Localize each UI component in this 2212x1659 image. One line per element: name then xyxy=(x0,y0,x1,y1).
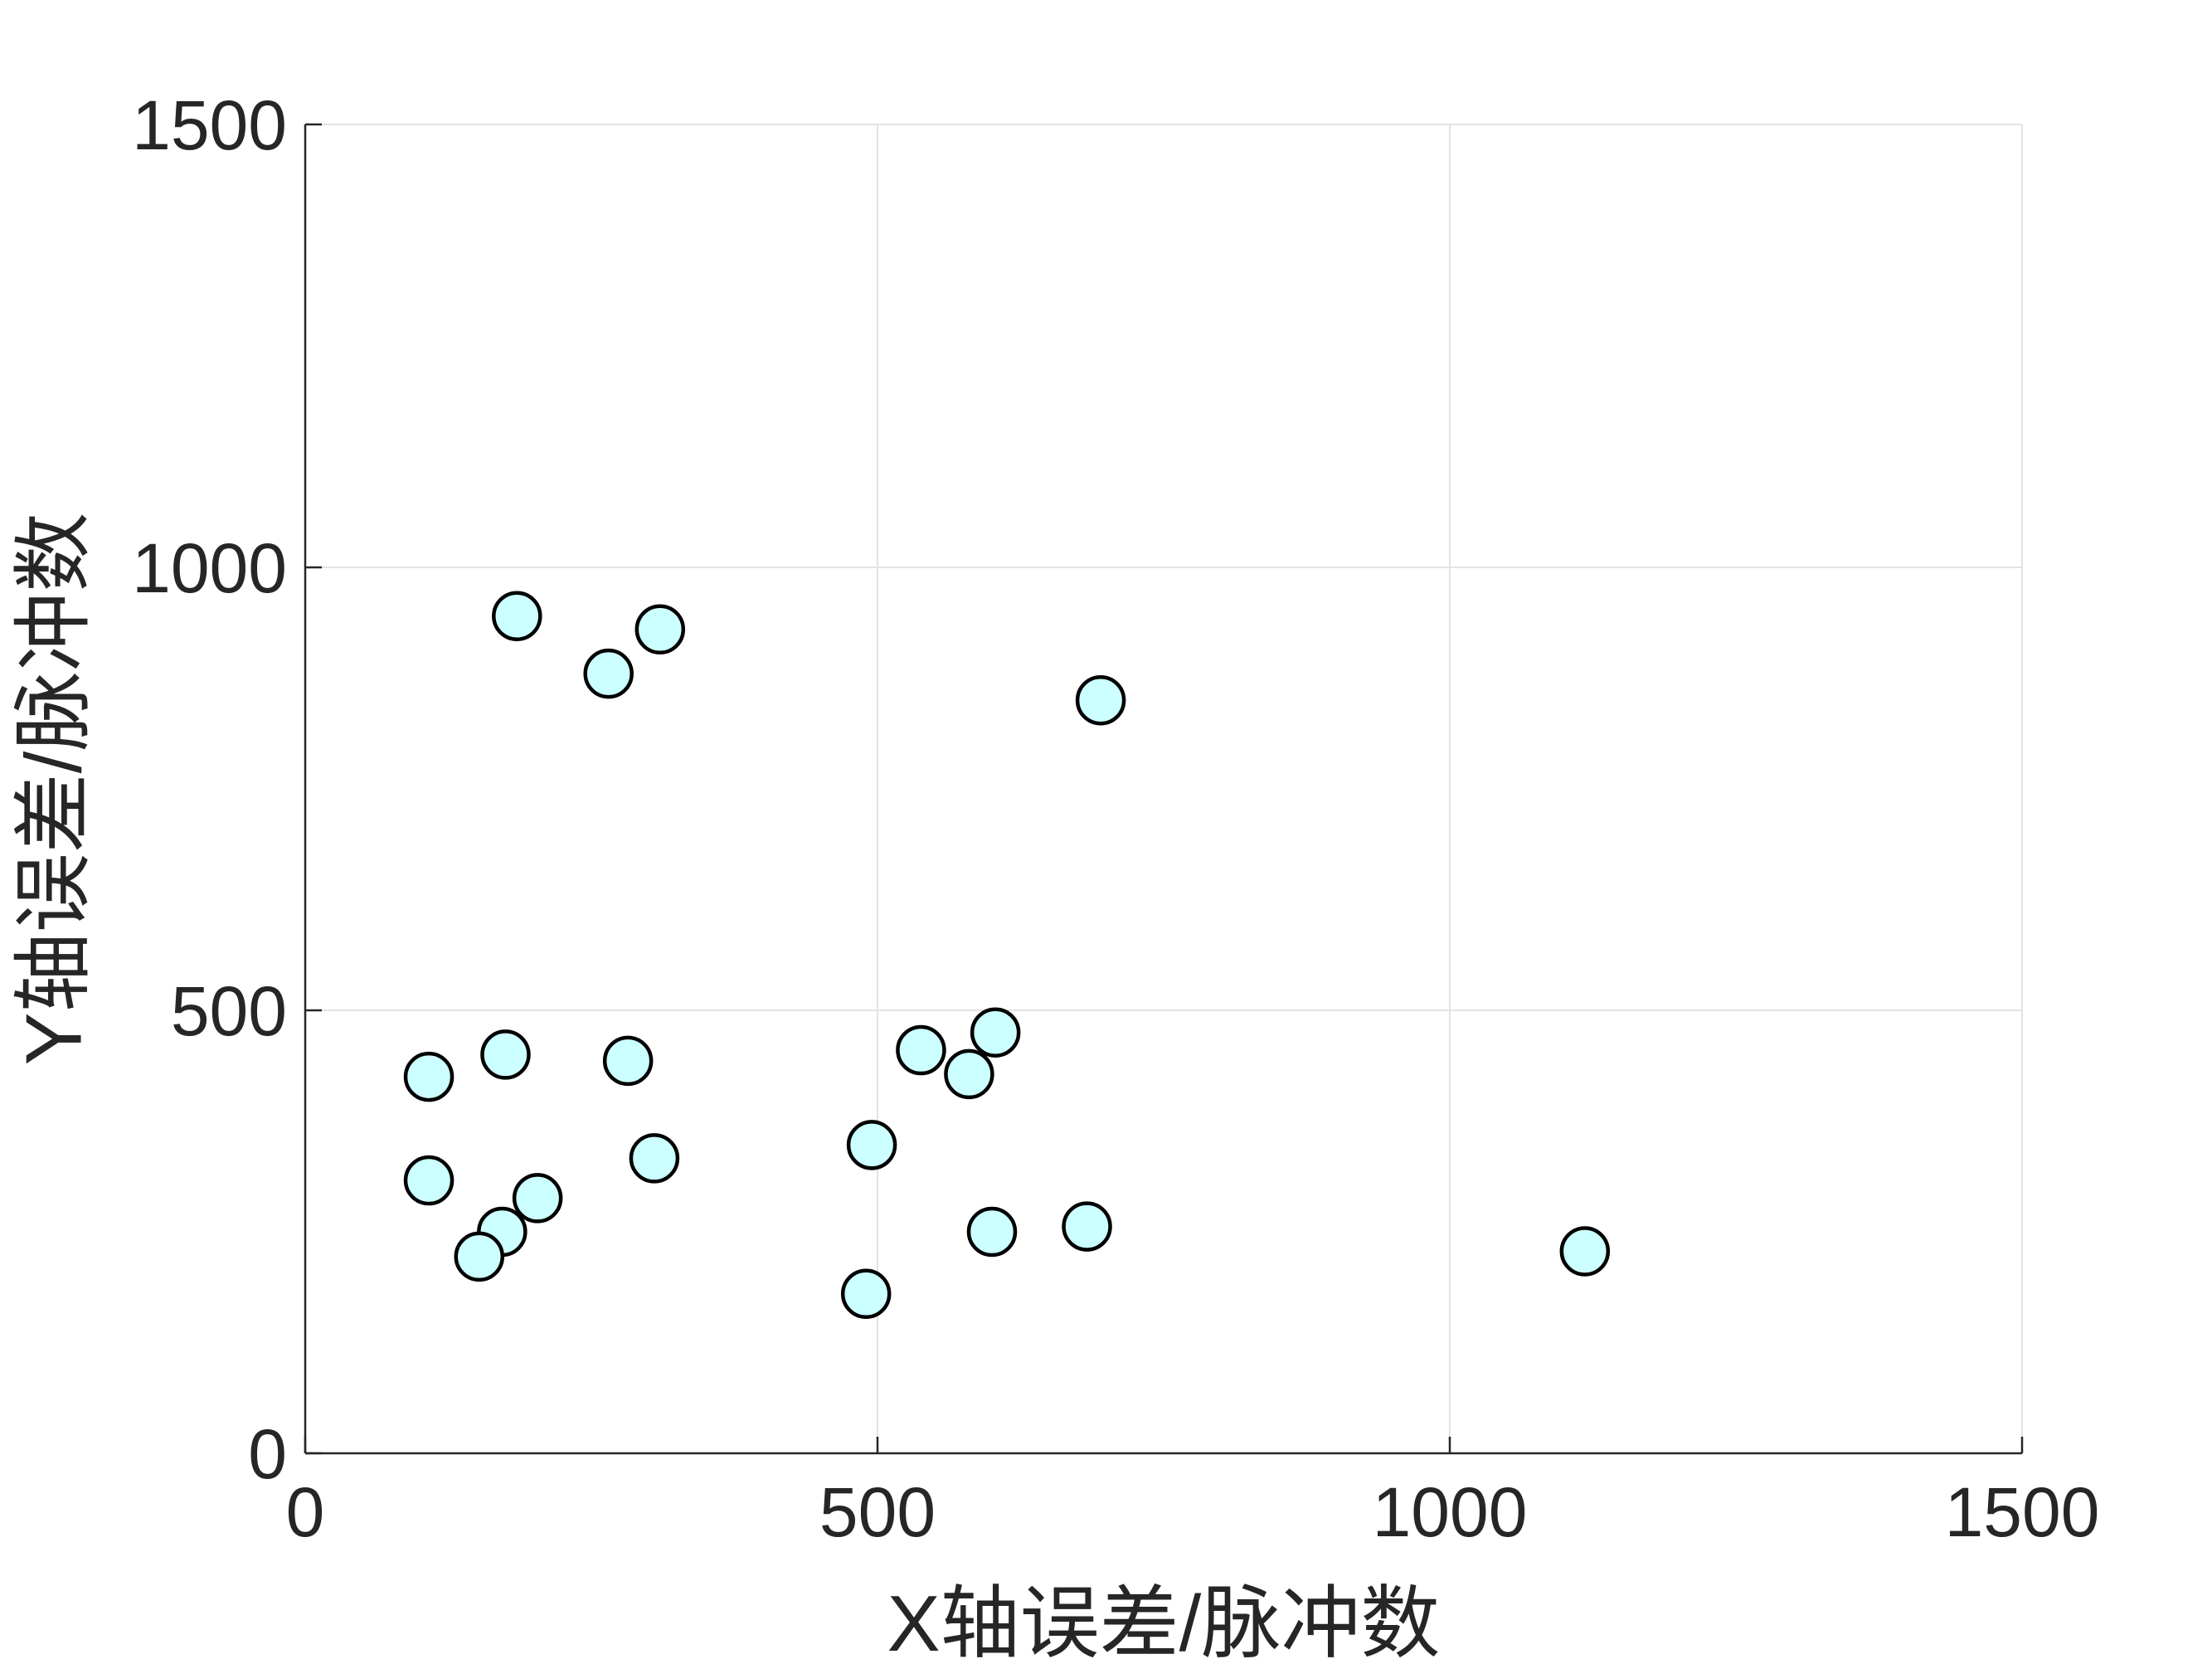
data-point xyxy=(944,1048,994,1100)
data-point xyxy=(480,1029,531,1080)
y-tick-label: 1000 xyxy=(132,529,287,607)
data-point xyxy=(1075,674,1126,726)
data-point xyxy=(454,1231,505,1282)
y-tick-label: 0 xyxy=(248,1415,287,1493)
data-point xyxy=(970,1007,1021,1058)
data-point xyxy=(492,591,542,641)
data-point xyxy=(583,648,634,699)
data-point xyxy=(840,1268,892,1320)
axes xyxy=(304,123,2024,1455)
x-axis-label: X轴误差/脉冲数 xyxy=(887,1579,1441,1659)
data-point xyxy=(846,1120,897,1170)
x-tick-label: 1500 xyxy=(1945,1473,2100,1551)
data-point xyxy=(634,604,686,655)
tick-labels: 0 500 1000 1500 0 500 1000 1500 xyxy=(132,86,2099,1551)
y-axis-label: Y轴误差/脉冲数 xyxy=(9,513,98,1066)
x-tick-label: 0 xyxy=(286,1473,325,1551)
data-point xyxy=(403,1155,455,1206)
data-point xyxy=(1062,1201,1112,1252)
x-tick-label: 500 xyxy=(819,1473,936,1551)
y-tick-label: 1500 xyxy=(132,86,287,164)
x-tick-label: 1000 xyxy=(1373,1473,1528,1551)
data-point xyxy=(966,1206,1018,1258)
data-point xyxy=(629,1133,680,1184)
data-point xyxy=(896,1024,946,1076)
data-point xyxy=(1559,1226,1611,1277)
data-point xyxy=(403,1051,455,1102)
data-points xyxy=(403,591,1611,1320)
data-point xyxy=(512,1173,563,1224)
data-point xyxy=(602,1035,654,1087)
y-tick-label: 500 xyxy=(171,972,287,1050)
